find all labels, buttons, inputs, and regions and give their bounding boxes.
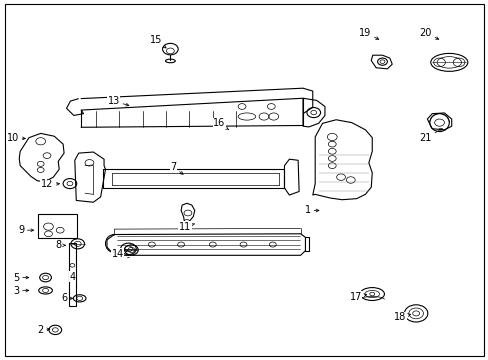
- Text: 8: 8: [55, 240, 65, 250]
- Text: 11: 11: [179, 222, 194, 231]
- Text: 21: 21: [419, 129, 441, 143]
- Text: 4: 4: [70, 272, 76, 282]
- Bar: [69, 243, 76, 306]
- Bar: [38, 214, 77, 238]
- Text: 1: 1: [304, 206, 318, 216]
- Text: 20: 20: [419, 28, 438, 39]
- Text: 12: 12: [41, 179, 60, 189]
- Text: 13: 13: [107, 96, 129, 106]
- Text: 15: 15: [149, 35, 166, 48]
- Text: 18: 18: [394, 312, 410, 322]
- Text: 14: 14: [111, 248, 127, 258]
- Text: 5: 5: [13, 273, 29, 283]
- Text: 7: 7: [170, 162, 183, 174]
- Text: 17: 17: [349, 292, 366, 302]
- Text: 16: 16: [213, 118, 228, 129]
- Text: 19: 19: [359, 28, 378, 39]
- Text: 2: 2: [38, 325, 50, 335]
- Text: 3: 3: [13, 286, 29, 296]
- Text: 6: 6: [61, 293, 73, 303]
- Text: 10: 10: [7, 133, 25, 143]
- Text: 9: 9: [18, 225, 34, 235]
